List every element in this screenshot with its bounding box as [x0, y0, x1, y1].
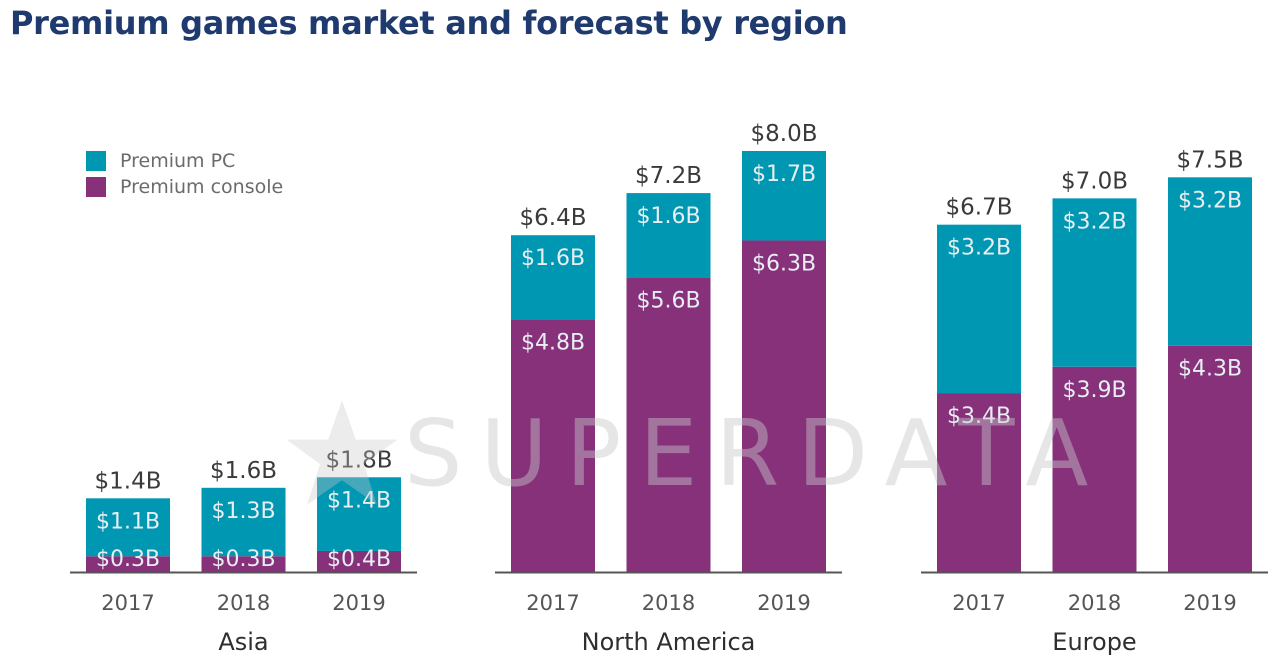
x-tick-label: 2017 — [101, 591, 154, 615]
data-label-console: $3.9B — [1062, 378, 1126, 403]
data-label-console: $6.3B — [752, 251, 816, 276]
bar-console — [201, 556, 286, 572]
data-label-total: $1.4B — [95, 468, 162, 494]
x-tick-label: 2018 — [217, 591, 270, 615]
data-label-console: $3.4B — [947, 404, 1011, 429]
data-label-console: $0.3B — [96, 547, 160, 572]
group-label: North America — [582, 628, 756, 656]
data-label-total: $1.6B — [210, 458, 277, 484]
x-tick-label: 2017 — [952, 591, 1005, 615]
data-label-pc: $1.6B — [521, 246, 585, 271]
bar-console — [86, 556, 170, 572]
group-label: Asia — [218, 628, 268, 656]
data-label-console: $0.3B — [211, 547, 275, 572]
bar-console — [742, 240, 826, 572]
x-tick-label: 2017 — [526, 591, 579, 615]
bar-console — [511, 319, 595, 572]
bar-pc — [511, 235, 595, 320]
legend-swatch-pc — [86, 151, 106, 171]
data-label-total: $8.0B — [751, 121, 818, 147]
data-label-total: $6.7B — [946, 195, 1013, 221]
data-label-pc: $1.7B — [752, 162, 816, 187]
data-label-pc: $3.2B — [1062, 209, 1126, 234]
bar-pc — [86, 498, 170, 557]
data-label-pc: $3.2B — [947, 236, 1011, 261]
data-label-console: $5.6B — [636, 288, 700, 313]
data-label-pc: $1.3B — [211, 499, 275, 524]
bar-console — [1168, 345, 1252, 572]
bar-console — [626, 277, 711, 572]
bar-pc — [937, 224, 1021, 394]
legend-label-console: Premium console — [120, 176, 284, 198]
legend-swatch-console — [86, 177, 106, 197]
data-label-total: $1.8B — [326, 447, 393, 473]
group-label: Europe — [1052, 628, 1136, 656]
data-label-total: $7.2B — [635, 163, 702, 189]
bar-console — [937, 393, 1021, 572]
chart-legend: Premium PC Premium console — [86, 148, 283, 200]
data-label-total: $7.5B — [1177, 147, 1244, 173]
x-tick-label: 2019 — [1183, 591, 1236, 615]
data-label-console: $4.3B — [1178, 357, 1242, 382]
x-tick-label: 2019 — [332, 591, 385, 615]
x-tick-label: 2018 — [1068, 591, 1121, 615]
bar-pc — [1052, 198, 1137, 367]
bar-console — [317, 550, 401, 572]
bar-console — [1052, 366, 1137, 572]
data-label-pc: $1.4B — [327, 488, 391, 513]
bar-pc — [1168, 177, 1252, 346]
x-tick-label: 2019 — [757, 591, 810, 615]
data-label-pc: $3.2B — [1178, 188, 1242, 213]
x-tick-label: 2018 — [642, 591, 695, 615]
legend-label-pc: Premium PC — [120, 150, 236, 172]
legend-item-pc: Premium PC — [86, 148, 283, 174]
chart-title: Premium games market and forecast by reg… — [10, 4, 848, 42]
data-label-console: $0.4B — [327, 547, 391, 572]
legend-item-console: Premium console — [86, 174, 283, 200]
data-label-pc: $1.1B — [96, 509, 160, 534]
bar-pc — [201, 487, 286, 557]
data-label-total: $6.4B — [520, 205, 587, 231]
data-label-console: $4.8B — [521, 330, 585, 355]
data-label-total: $7.0B — [1061, 168, 1128, 194]
data-label-pc: $1.6B — [636, 204, 700, 229]
bar-pc — [742, 151, 826, 241]
bar-pc — [317, 477, 401, 551]
bar-pc — [626, 193, 711, 278]
